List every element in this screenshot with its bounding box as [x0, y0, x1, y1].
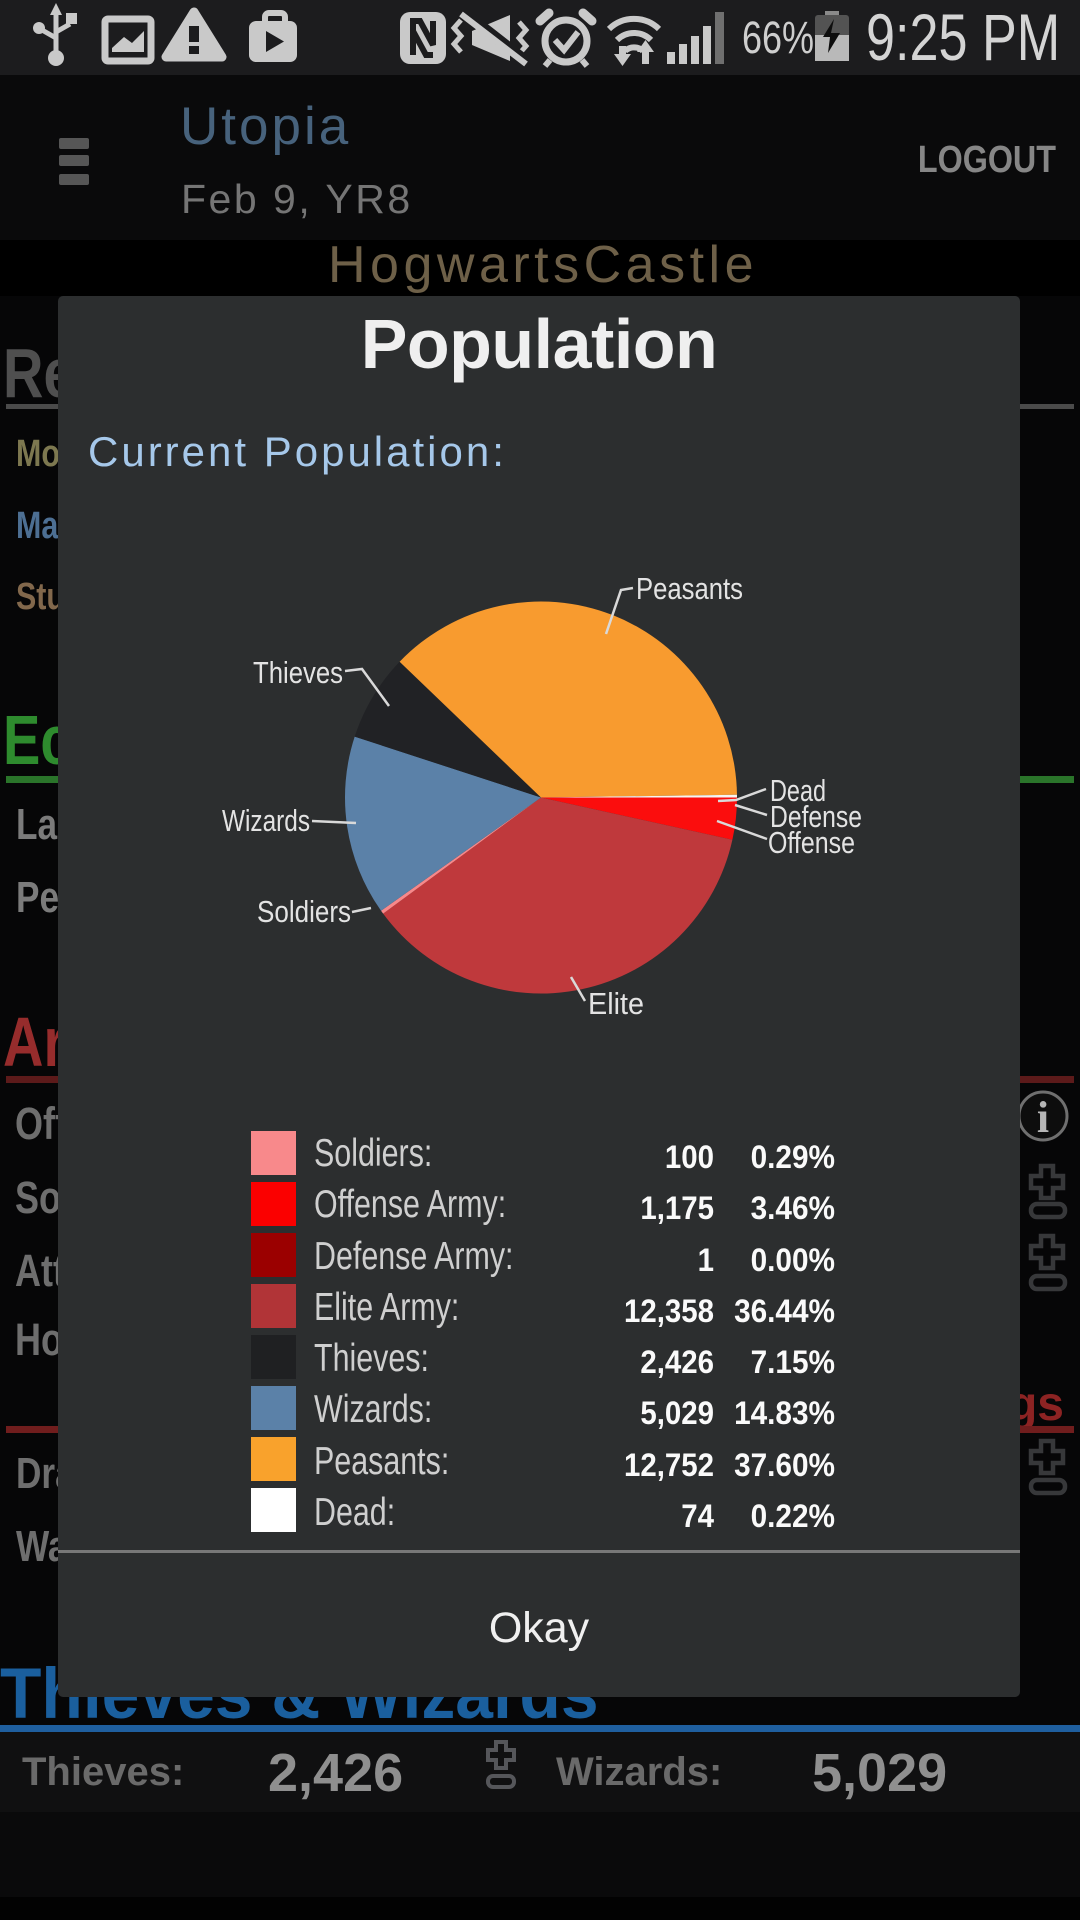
svg-text:i: i: [1037, 1093, 1049, 1142]
svg-text:Buildings: Buildings: [1012, 1378, 1064, 1431]
svg-text:Offense: Offense: [768, 825, 855, 860]
svg-text:Defense: Defense: [770, 799, 862, 834]
svg-text:Elite: Elite: [588, 986, 644, 1021]
svg-text:Wizards: Wizards: [222, 803, 310, 838]
svg-text:Peasants: Peasants: [636, 571, 743, 606]
svg-text:Soldiers: Soldiers: [257, 894, 351, 929]
svg-text:Dead: Dead: [770, 773, 826, 808]
svg-text:Thieves: Thieves: [253, 655, 343, 690]
